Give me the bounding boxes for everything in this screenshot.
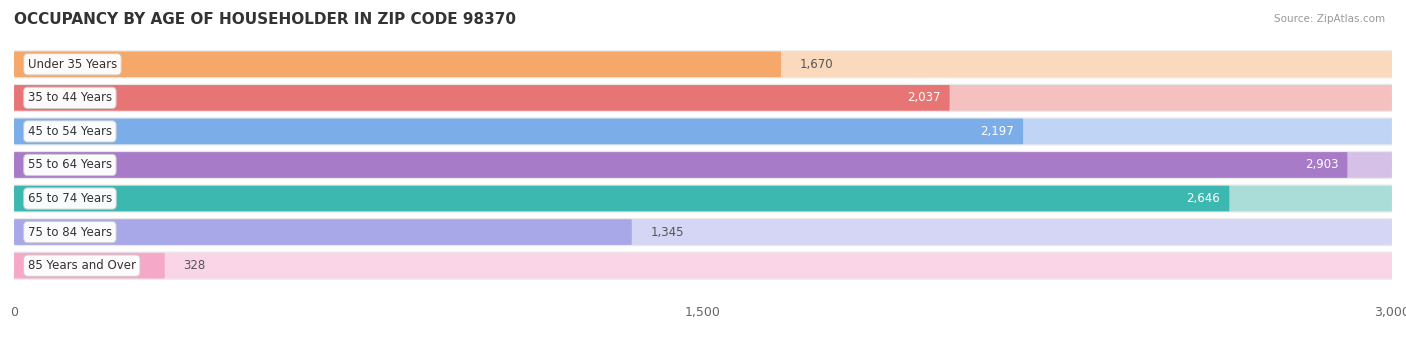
FancyBboxPatch shape xyxy=(14,252,1392,280)
FancyBboxPatch shape xyxy=(14,152,1392,178)
FancyBboxPatch shape xyxy=(14,186,1392,211)
Text: 2,646: 2,646 xyxy=(1187,192,1220,205)
FancyBboxPatch shape xyxy=(14,85,1392,110)
FancyBboxPatch shape xyxy=(14,119,1024,144)
FancyBboxPatch shape xyxy=(14,84,1392,112)
FancyBboxPatch shape xyxy=(14,253,165,278)
FancyBboxPatch shape xyxy=(14,85,949,110)
Text: 2,197: 2,197 xyxy=(980,125,1014,138)
Text: 85 Years and Over: 85 Years and Over xyxy=(28,259,136,272)
FancyBboxPatch shape xyxy=(14,219,631,245)
Text: 1,345: 1,345 xyxy=(650,225,683,239)
Text: 65 to 74 Years: 65 to 74 Years xyxy=(28,192,112,205)
Text: 2,903: 2,903 xyxy=(1305,158,1339,171)
FancyBboxPatch shape xyxy=(14,219,1392,245)
Text: 75 to 84 Years: 75 to 84 Years xyxy=(28,225,112,239)
Text: 35 to 44 Years: 35 to 44 Years xyxy=(28,91,112,104)
FancyBboxPatch shape xyxy=(14,51,1392,77)
FancyBboxPatch shape xyxy=(14,152,1347,178)
FancyBboxPatch shape xyxy=(14,51,782,77)
Text: 328: 328 xyxy=(183,259,205,272)
FancyBboxPatch shape xyxy=(14,184,1392,212)
FancyBboxPatch shape xyxy=(14,50,1392,79)
Text: Source: ZipAtlas.com: Source: ZipAtlas.com xyxy=(1274,14,1385,23)
Text: OCCUPANCY BY AGE OF HOUSEHOLDER IN ZIP CODE 98370: OCCUPANCY BY AGE OF HOUSEHOLDER IN ZIP C… xyxy=(14,12,516,27)
FancyBboxPatch shape xyxy=(14,186,1229,211)
Text: Under 35 Years: Under 35 Years xyxy=(28,58,117,71)
FancyBboxPatch shape xyxy=(14,119,1392,144)
Text: 45 to 54 Years: 45 to 54 Years xyxy=(28,125,112,138)
Text: 55 to 64 Years: 55 to 64 Years xyxy=(28,158,112,171)
FancyBboxPatch shape xyxy=(14,151,1392,179)
FancyBboxPatch shape xyxy=(14,117,1392,146)
Text: 2,037: 2,037 xyxy=(907,91,941,104)
FancyBboxPatch shape xyxy=(14,253,1392,278)
Text: 1,670: 1,670 xyxy=(800,58,834,71)
FancyBboxPatch shape xyxy=(14,218,1392,246)
